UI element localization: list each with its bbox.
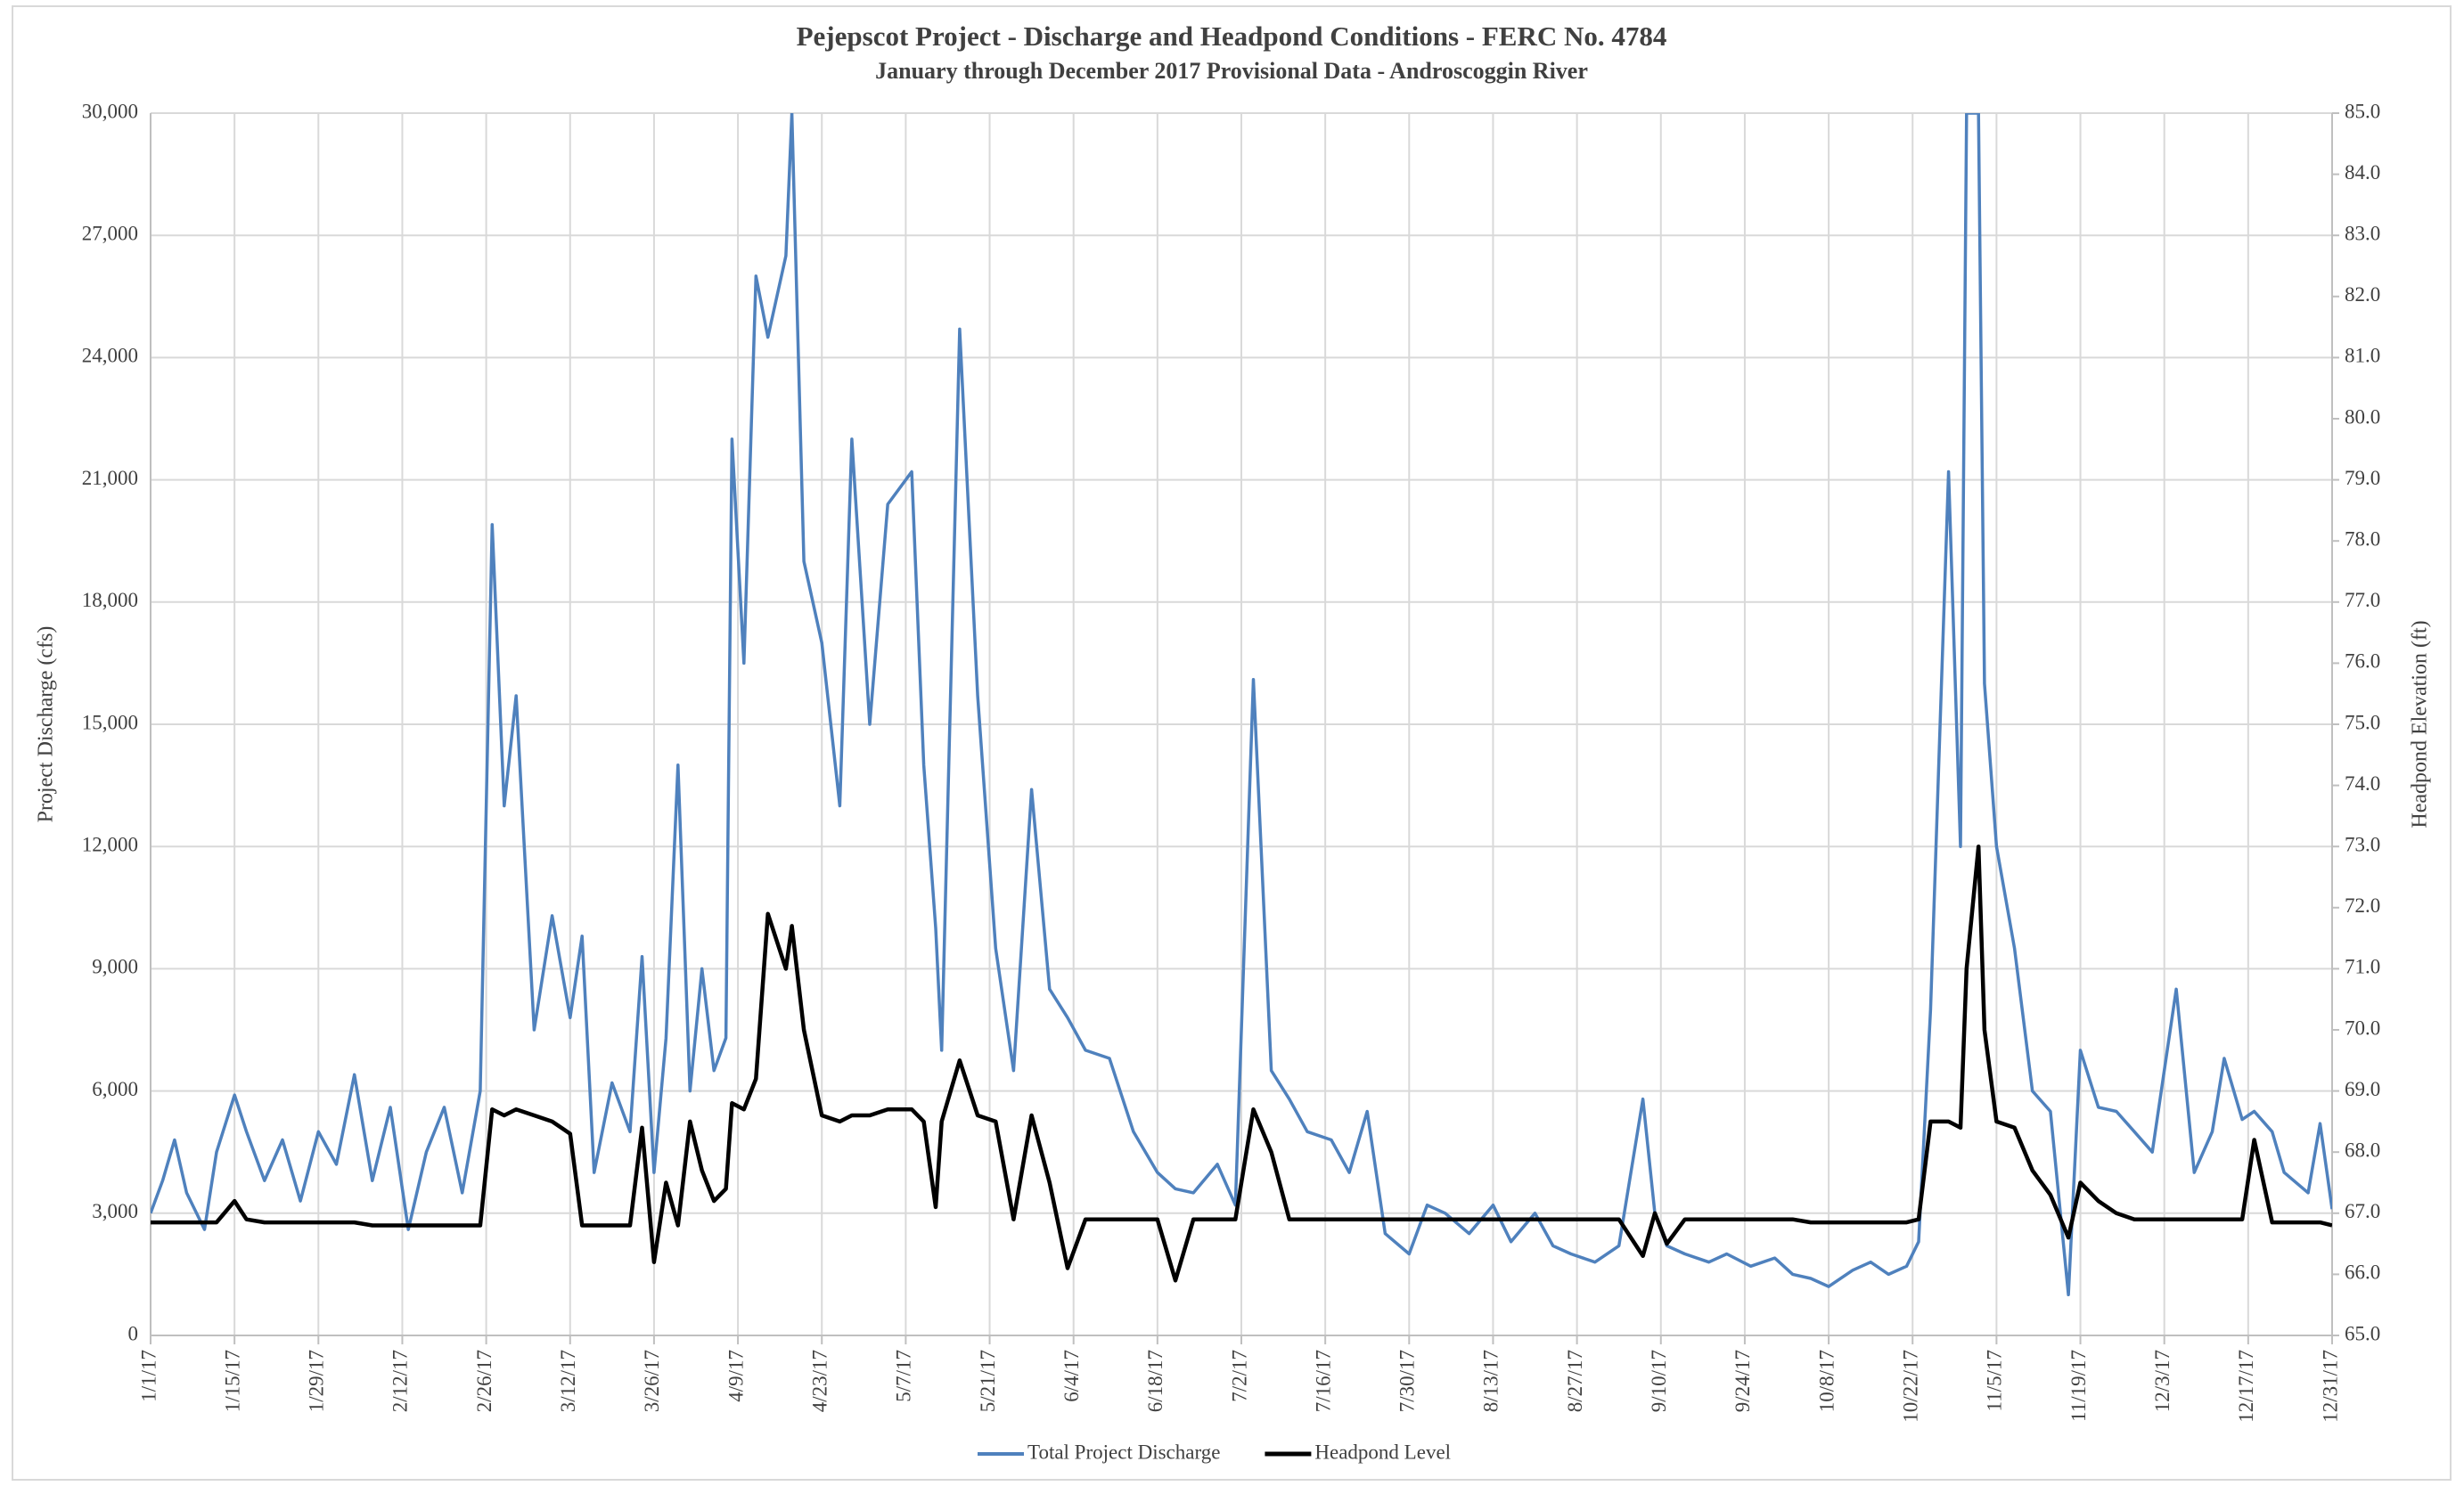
- y-tick-label: 12,000: [82, 833, 138, 855]
- y2-tick-label: 74.0: [2345, 772, 2380, 795]
- x-tick-label: 8/27/17: [1564, 1350, 1586, 1412]
- y2-tick-label: 70.0: [2345, 1017, 2380, 1039]
- y2-tick-label: 71.0: [2345, 956, 2380, 978]
- y-tick-label: 21,000: [82, 467, 138, 489]
- y2-tick-label: 84.0: [2345, 161, 2380, 184]
- x-tick-label: 10/8/17: [1815, 1350, 1838, 1412]
- chart-subtitle: January through December 2017 Provisiona…: [875, 58, 1588, 84]
- data-line: [151, 844, 2332, 1283]
- x-tick-label: 7/2/17: [1228, 1350, 1250, 1402]
- y2-axis-label: Headpond Elevation (ft): [2409, 620, 2432, 828]
- x-tick-label: 4/23/17: [809, 1350, 831, 1412]
- y-tick-label: 9,000: [92, 956, 138, 978]
- chart-title: Pejepscot Project - Discharge and Headpo…: [797, 20, 1667, 52]
- x-tick-label: 12/3/17: [2151, 1350, 2173, 1412]
- y-tick-label: 18,000: [82, 589, 138, 611]
- y2-tick-label: 85.0: [2345, 100, 2380, 122]
- x-tick-label: 6/4/17: [1060, 1350, 1083, 1402]
- x-tick-label: 12/17/17: [2235, 1350, 2257, 1423]
- y2-tick-label: 69.0: [2345, 1078, 2380, 1100]
- y2-tick-label: 80.0: [2345, 405, 2380, 428]
- y2-tick-label: 81.0: [2345, 345, 2380, 367]
- y2-tick-label: 83.0: [2345, 222, 2380, 244]
- x-tick-label: 1/15/17: [221, 1350, 243, 1412]
- y2-tick-label: 72.0: [2345, 894, 2380, 917]
- y2-tick-label: 75.0: [2345, 711, 2380, 733]
- x-tick-label: 5/7/17: [893, 1350, 915, 1402]
- x-tick-label: 6/18/17: [1144, 1350, 1167, 1412]
- y2-tick-label: 76.0: [2345, 650, 2380, 673]
- chart-border: [12, 5, 2452, 1481]
- y-tick-label: 24,000: [82, 345, 138, 367]
- legend-label: Headpond Level: [1314, 1441, 1451, 1463]
- x-tick-label: 3/26/17: [641, 1350, 663, 1412]
- x-tick-label: 12/31/17: [2319, 1350, 2341, 1423]
- x-tick-label: 7/30/17: [1396, 1350, 1419, 1412]
- x-tick-label: 9/10/17: [1648, 1350, 1670, 1412]
- y-tick-label: 15,000: [82, 711, 138, 733]
- x-tick-label: 7/16/17: [1312, 1350, 1334, 1412]
- x-tick-label: 1/1/17: [137, 1350, 160, 1402]
- x-tick-label: 11/5/17: [1984, 1350, 2006, 1411]
- x-tick-label: 2/12/17: [389, 1350, 412, 1412]
- y2-tick-label: 66.0: [2345, 1261, 2380, 1284]
- y-axis-label: Project Discharge (cfs): [35, 626, 58, 823]
- y2-tick-label: 77.0: [2345, 589, 2380, 611]
- data-line: [151, 113, 2332, 1297]
- x-tick-label: 8/13/17: [1480, 1350, 1502, 1412]
- y-tick-label: 0: [128, 1322, 139, 1344]
- x-tick-label: 5/21/17: [977, 1350, 999, 1412]
- y-tick-label: 6,000: [92, 1078, 138, 1100]
- y2-tick-label: 65.0: [2345, 1322, 2380, 1344]
- x-tick-label: 9/24/17: [1731, 1350, 1754, 1412]
- y-tick-label: 30,000: [82, 100, 138, 122]
- x-tick-label: 2/26/17: [473, 1350, 495, 1412]
- y2-tick-label: 82.0: [2345, 283, 2380, 306]
- y2-tick-label: 73.0: [2345, 833, 2380, 855]
- x-tick-label: 3/12/17: [557, 1350, 579, 1412]
- x-tick-label: 1/29/17: [306, 1350, 328, 1412]
- y-tick-label: 3,000: [92, 1200, 138, 1222]
- y2-tick-label: 79.0: [2345, 467, 2380, 489]
- y2-tick-label: 68.0: [2345, 1139, 2380, 1161]
- y2-tick-label: 67.0: [2345, 1200, 2380, 1222]
- y2-tick-label: 78.0: [2345, 527, 2380, 550]
- y-tick-label: 27,000: [82, 222, 138, 244]
- legend-label: Total Project Discharge: [1027, 1441, 1220, 1463]
- x-tick-label: 11/19/17: [2067, 1350, 2090, 1422]
- x-tick-label: 10/22/17: [1900, 1350, 1922, 1423]
- x-tick-label: 4/9/17: [724, 1350, 747, 1402]
